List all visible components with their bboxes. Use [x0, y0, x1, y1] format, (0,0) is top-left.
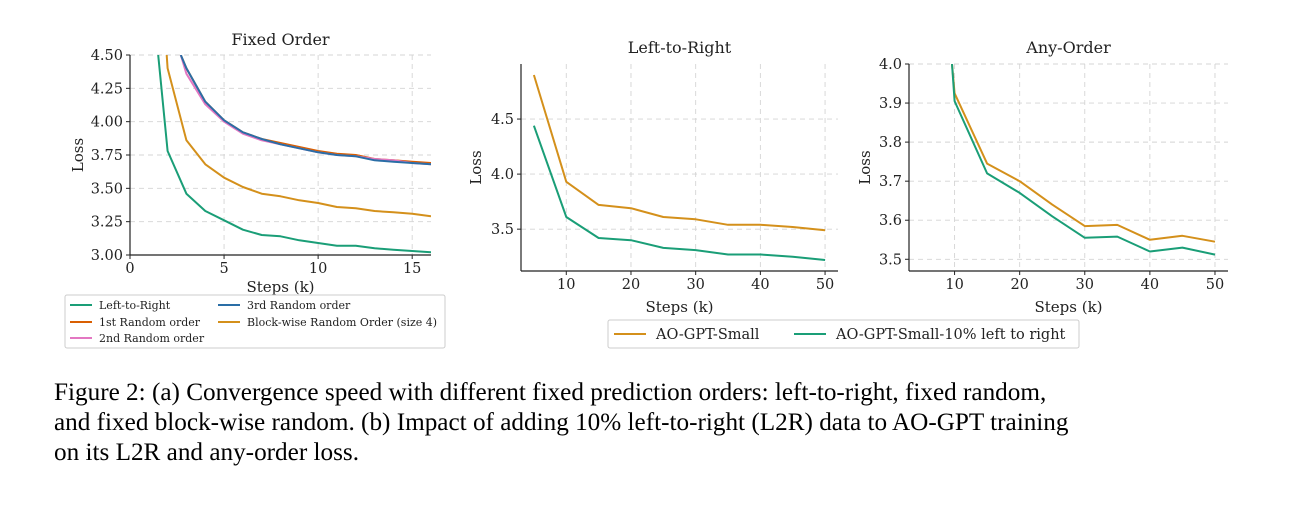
- legend-label: Left-to-Right: [99, 299, 171, 312]
- series-line-orange: [951, 64, 1216, 243]
- y-tick-label: 3.25: [91, 215, 123, 231]
- series-line-green: [532, 125, 826, 261]
- x-tick-label: 10: [945, 277, 963, 293]
- series-line-blue: [179, 55, 431, 166]
- series-line-red: [179, 55, 431, 164]
- x-tick-label: 0: [125, 261, 134, 277]
- series-line-green: [157, 55, 431, 254]
- x-tick-label: 10: [309, 261, 327, 277]
- chart-panel-2: 10 20 30 40 50 3.5 4.0 4.5 Left-to-Right Steps (k…: [467, 38, 838, 316]
- y-tick-label: 3.7: [879, 174, 902, 190]
- caption-line-1: Figure 2: (a) Convergence speed with dif…: [54, 379, 1047, 406]
- y-axis-label: Loss: [69, 138, 87, 172]
- legend-label: 3rd Random order: [247, 299, 351, 312]
- x-tick-label: 10: [557, 277, 575, 293]
- y-tick-label: 3.50: [91, 181, 123, 197]
- chart-panel-1: 0 5 10 15 3.00 3.25 3.50 3.75 4.00 4.25 4.50 Fixed …: [69, 30, 431, 296]
- y-tick-label: 4.50: [91, 48, 123, 64]
- chart-title: Fixed Order: [231, 30, 330, 49]
- legend-fixed-order: Left-to-Right 3rd Random order 1st Random …: [64, 294, 446, 349]
- x-axis-label: Steps (k): [645, 298, 713, 316]
- legend-label: AO-GPT-Small-10% left to right: [835, 327, 1066, 343]
- y-tick-label: 3.9: [879, 96, 902, 112]
- y-axis-label: Loss: [467, 150, 485, 184]
- x-tick-label: 5: [219, 261, 228, 277]
- x-tick-label: 50: [816, 277, 834, 293]
- series-line-orange: [165, 55, 431, 218]
- x-tick-label: 20: [622, 277, 640, 293]
- figure-caption: Figure 2: (a) Convergence speed with dif…: [54, 378, 1254, 468]
- x-tick-label: 30: [1076, 277, 1094, 293]
- chart-title: Left-to-Right: [628, 38, 732, 57]
- y-tick-label: 4.5: [491, 112, 514, 128]
- legend-frame: [64, 294, 446, 349]
- figure-panels: 0 5 10 15 3.00 3.25 3.50 3.75 4.00 4.25 4.50 Fixed …: [64, 30, 1228, 349]
- legend-label: 2nd Random order: [99, 332, 205, 345]
- x-tick-label: 40: [751, 277, 769, 293]
- x-tick-label: 15: [403, 261, 421, 277]
- y-tick-label: 3.8: [879, 135, 902, 151]
- y-tick-label: 4.0: [491, 167, 514, 183]
- series-line-orange: [532, 74, 826, 232]
- y-tick-label: 3.5: [879, 252, 902, 268]
- x-axis-label: Steps (k): [246, 278, 314, 296]
- x-tick-label: 20: [1010, 277, 1028, 293]
- y-tick-label: 3.00: [91, 248, 123, 264]
- x-tick-label: 40: [1141, 277, 1159, 293]
- legend-label: AO-GPT-Small: [655, 327, 760, 343]
- legend-label: 1st Random order: [99, 316, 201, 329]
- chart-panel-3: 10 20 30 40 50 3.5 3.6 3.7 3.8 3.9 4.0 Any-Order Ste…: [856, 38, 1228, 316]
- chart-title: Any-Order: [1025, 38, 1111, 57]
- caption-line-3: on its L2R and any-order loss.: [54, 439, 360, 466]
- caption-line-2: and fixed block-wise random. (b) Impact …: [54, 409, 1069, 436]
- legend-label: Block-wise Random Order (size 4): [247, 316, 437, 329]
- y-tick-label: 3.5: [491, 222, 514, 238]
- series-line-green: [951, 64, 1216, 256]
- x-axis-label: Steps (k): [1034, 298, 1102, 316]
- x-tick-label: 30: [686, 277, 704, 293]
- y-tick-label: 3.6: [879, 213, 902, 229]
- x-tick-label: 50: [1206, 277, 1224, 293]
- y-axis-label: Loss: [856, 150, 874, 184]
- legend-shared: AO-GPT-Small AO-GPT-Small-10% left to rig…: [607, 319, 1080, 349]
- y-tick-label: 4.00: [91, 115, 123, 131]
- legend-frame: [607, 319, 1080, 349]
- y-tick-label: 4.25: [91, 81, 123, 97]
- y-tick-label: 4.0: [879, 57, 902, 73]
- y-tick-label: 3.75: [91, 148, 123, 164]
